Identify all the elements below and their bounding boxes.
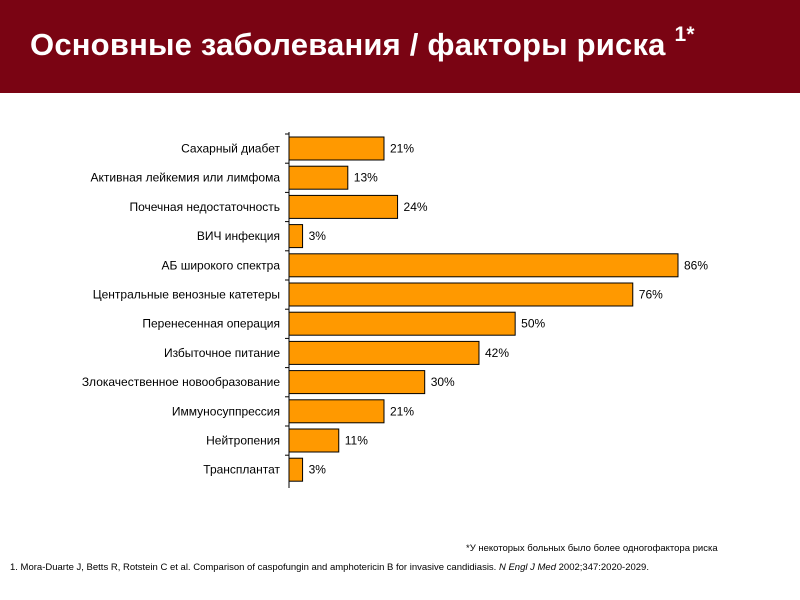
- bar: [288, 457, 304, 482]
- value-label: 86%: [684, 258, 708, 272]
- title-banner: [0, 0, 800, 93]
- value-label: 24%: [404, 200, 428, 214]
- reference-prefix: 1. Mora-Duarte J, Betts R, Rotstein C et…: [10, 562, 497, 573]
- bar: [288, 311, 516, 336]
- bar: [288, 253, 679, 278]
- bar: [288, 194, 399, 219]
- value-label: 3%: [309, 229, 327, 243]
- value-label: 3%: [309, 463, 327, 477]
- bar: [288, 282, 634, 307]
- category-label: ВИЧ инфекция: [197, 229, 280, 243]
- value-label: 11%: [345, 434, 368, 448]
- category-label: Иммуносуппрессия: [172, 404, 280, 418]
- category-label: Трансплантат: [203, 463, 280, 477]
- reference-suffix: 2002;347:2020-2029.: [558, 562, 649, 573]
- page-title: Основные заболевания / факторы риска 1*: [30, 23, 695, 63]
- value-label: 42%: [485, 346, 509, 360]
- category-label: Нейтропения: [206, 434, 280, 448]
- bar: [288, 224, 304, 249]
- title-superscript: 1*: [674, 23, 695, 46]
- footnote: *У некоторых больных было более одногофа…: [466, 543, 718, 554]
- category-label: Перенесенная операция: [142, 317, 280, 331]
- category-label: Сахарный диабет: [181, 142, 280, 156]
- category-label: Центральные венозные катетеры: [93, 288, 280, 302]
- reference-journal: N Engl J Med: [498, 562, 556, 573]
- value-label: 76%: [639, 288, 663, 302]
- value-label: 13%: [354, 171, 378, 185]
- value-label: 21%: [390, 404, 414, 418]
- bar: [288, 165, 349, 190]
- category-label: АБ широкого спектра: [162, 258, 281, 272]
- category-label: Злокачественное новообразование: [82, 375, 281, 389]
- reference: 1. Mora-Duarte J, Betts R, Rotstein C et…: [10, 562, 649, 573]
- bar: [288, 428, 340, 453]
- page-title-text: Основные заболевания / факторы риска: [30, 27, 666, 62]
- category-label: Почечная недостаточность: [129, 200, 280, 214]
- value-label: 21%: [390, 142, 414, 156]
- bar: [288, 399, 385, 424]
- category-label: Избыточное питание: [164, 346, 280, 360]
- bar: [288, 136, 385, 161]
- bar: [288, 370, 426, 395]
- value-label: 50%: [521, 317, 545, 331]
- bar: [288, 340, 480, 365]
- value-label: 30%: [431, 375, 455, 389]
- category-label: Активная лейкемия или лимфома: [91, 171, 281, 185]
